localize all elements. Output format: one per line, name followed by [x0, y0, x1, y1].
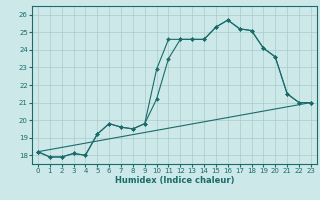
- X-axis label: Humidex (Indice chaleur): Humidex (Indice chaleur): [115, 176, 234, 185]
